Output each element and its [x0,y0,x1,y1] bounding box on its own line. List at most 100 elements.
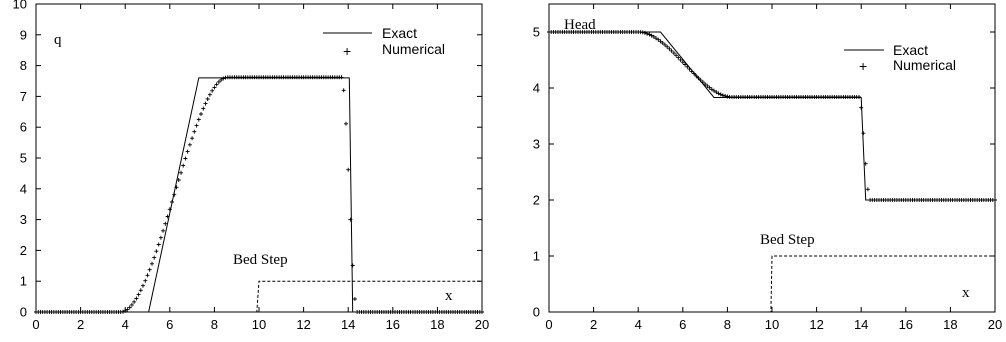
numerical-point [167,207,172,212]
numerical-point [129,302,134,307]
numerical-point [640,30,645,35]
numerical-point [703,82,708,87]
numerical-point [210,88,215,93]
numerical-point [344,121,348,126]
numerical-point [705,83,710,88]
y-tick-label: 1 [533,249,540,264]
numerical-point [161,228,166,233]
numerical-point [158,235,163,240]
numerical-point [642,30,647,35]
numerical-point [669,48,674,53]
exact-solution-line [36,77,482,313]
x-tick-label: 6 [679,317,686,332]
numerical-point [154,249,159,254]
x-tick-label: 2 [77,317,84,332]
numerical-point [147,267,152,272]
x-tick-label: 4 [122,317,129,332]
numerical-point [141,283,145,288]
numerical-point [723,94,728,98]
numerical-point [125,307,130,312]
numerical-point [150,261,154,266]
numerical-point [138,288,143,293]
series-layer [34,75,484,314]
x-tick-label: 10 [765,317,779,332]
numerical-point [185,149,190,154]
numerical-point [993,198,997,202]
numerical-point [861,131,866,136]
x-tick-label: 8 [211,317,218,332]
numerical-point [674,53,679,58]
x-axis-label: x [445,288,453,304]
x-tick-label: 0 [32,317,39,332]
numerical-point [680,60,685,65]
x-tick-label: 20 [988,317,1002,332]
numerical-point [341,88,346,93]
numerical-point [718,92,723,97]
numerical-point [656,37,661,42]
y-tick-label: 4 [20,181,27,196]
legend: Exact + Numerical [844,42,956,74]
y-tick-label: 4 [533,81,540,96]
numerical-point [671,51,676,56]
numerical-point [205,97,210,101]
numerical-point [212,85,217,90]
bed-step-label: Bed Step [760,232,815,248]
numerical-point [216,79,221,84]
numerical-point [685,64,690,69]
numerical-point [192,129,197,134]
numerical-point [348,217,353,222]
x-axis-label: x [962,285,970,301]
y-tick-label: 1 [20,274,27,289]
x-tick-label: 14 [854,317,868,332]
numerical-point [339,75,344,80]
legend-numerical-label: Numerical [382,41,445,57]
numerical-point [660,41,665,45]
legend-exact-label: Exact [382,25,417,41]
numerical-point [190,136,195,141]
numerical-point [700,80,705,85]
x-tick-label: 18 [943,317,957,332]
y-tick-label: 7 [20,89,27,104]
numerical-point [676,55,681,60]
numerical-point [665,44,670,49]
numerical-point [194,123,199,128]
numerical-point [654,36,658,41]
bed-step-label: Bed Step [233,252,288,268]
numerical-point [127,305,132,310]
numerical-point [649,33,654,38]
numerical-point [346,167,351,172]
numerical-point [658,39,663,44]
numerical-point [683,62,687,67]
legend-numerical-marker: + [343,43,351,59]
y-tick-label: 3 [20,212,27,227]
numerical-point [181,163,186,168]
y-tick-label: 0 [533,305,540,320]
numerical-point [709,87,714,92]
legend: Exact + Numerical [323,25,445,59]
numerical-point [350,263,355,268]
numerical-point [196,117,201,122]
legend-numerical-marker: + [859,58,867,74]
numerical-point [183,156,188,161]
y-tick-label: 5 [533,25,540,40]
numerical-point [207,92,212,97]
x-tick-label: 0 [545,317,552,332]
y-tick-label: 3 [533,137,540,152]
numerical-point [132,299,137,304]
numerical-point [165,214,170,219]
numerical-point [857,95,861,99]
numerical-point [716,91,721,96]
numerical-point [645,31,650,36]
numerical-point [694,73,699,78]
x-tick-label: 16 [386,317,400,332]
numerical-point [221,76,226,81]
numerical-point [179,170,183,175]
numerical-point [689,69,694,74]
numerical-point [136,292,141,297]
numerical-point [156,242,161,247]
x-tick-label: 4 [635,317,642,332]
series-layer [547,30,997,313]
legend-exact-label: Exact [893,42,928,58]
